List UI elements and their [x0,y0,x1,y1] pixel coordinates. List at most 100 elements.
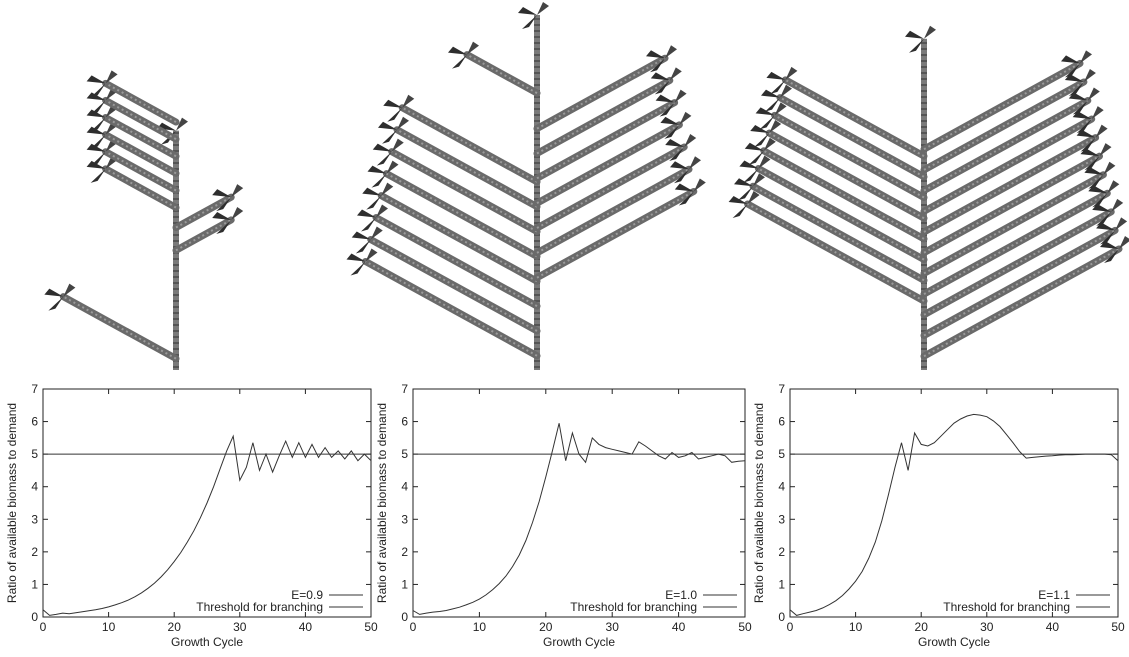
series-line [42,434,372,616]
y-tick-label: 7 [31,382,38,396]
x-axis-label: Growth Cycle [543,635,615,649]
y-tick-label: 1 [778,577,785,591]
x-tick-label: 40 [672,620,686,634]
tree-e11 [728,25,1129,371]
y-tick-label: 7 [778,382,785,396]
x-tick-label: 50 [364,620,378,634]
branch-leaves [665,134,697,162]
tree-branch-texture [923,248,1120,358]
branch-leaves [367,160,399,188]
branch-leaves [448,41,479,69]
y-tick-label: 7 [401,382,408,396]
legend-label: E=1.0 [665,588,697,602]
branch-leaves [739,155,771,183]
tree-branch-texture [536,168,690,254]
x-tick-label: 40 [1046,620,1060,634]
y-tick-label: 2 [778,545,785,559]
tree-branch-texture [536,57,666,130]
tree-branch-texture [105,116,177,158]
y-axis-label: Ratio of available biomass to demand [5,403,19,603]
branch-leaves [346,248,378,276]
x-tick-label: 10 [473,620,487,634]
tree-branch-texture [105,167,177,209]
tree-branch-texture [105,150,177,192]
tree-branch-texture [175,219,232,252]
x-tick-label: 10 [102,620,116,634]
tree-branch-texture [370,238,538,332]
branch-leaves [766,66,798,94]
x-axis-label: Growth Cycle [171,635,243,649]
y-tick-label: 1 [401,577,408,591]
branch-leaves [646,45,677,73]
tree-branch-texture [923,99,1089,192]
y-tick-label: 6 [401,415,408,429]
tree-e09 [44,70,244,370]
tree-branch [765,129,928,222]
tree-branch-texture [757,167,925,261]
y-tick-label: 1 [31,577,38,591]
x-tick-label: 30 [980,620,994,634]
y-tick-label: 6 [31,415,38,429]
tree-branch-texture [396,128,538,208]
y-tick-label: 5 [778,447,785,461]
tree-branch-texture [774,114,925,199]
legend-label: Threshold for branching [943,600,1070,614]
tree-branch [388,148,541,236]
branch-leaves [670,156,701,184]
branch-leaves [86,121,118,149]
tree-branch-texture [747,203,925,302]
plot-frame [412,388,746,618]
legend-label: E=0.9 [291,588,323,602]
tree-branch-texture [536,123,680,205]
tree-branch-texture [923,229,1116,337]
legend-label: Threshold for branching [570,600,697,614]
branch-leaves [378,116,409,144]
tree-branch-texture [923,173,1104,275]
x-axis-label: Growth Cycle [918,635,990,649]
tree-illustrations [44,2,1129,371]
plot-frame [42,388,372,618]
plot-frame [789,388,1119,618]
branch-leaves [44,283,76,311]
tree-branch [920,189,1111,298]
x-tick-label: 20 [915,620,929,634]
tree-branch-texture [401,106,538,183]
x-tick-label: 0 [40,620,47,634]
branch-leaves [728,190,760,218]
tree-branch-texture [923,210,1112,316]
tree-branch [377,192,541,285]
tree-branch-texture [536,101,676,180]
y-tick-label: 0 [401,610,408,624]
y-tick-label: 2 [31,545,38,559]
branch-leaves [655,89,687,117]
tree-branch-texture [105,133,177,175]
tree-stem [921,38,927,371]
legend-label: E=1.1 [1038,588,1070,602]
tree-branch-texture [923,81,1085,171]
tree-branch [59,293,180,363]
tree-branch-texture [779,96,925,178]
branch-leaves [755,102,787,130]
tree-branch [920,59,1084,153]
y-tick-label: 4 [401,480,408,494]
series-line [412,423,746,615]
y-tick-label: 3 [31,512,38,526]
branch-leaves [357,204,388,232]
branch-leaves [1061,50,1092,78]
branch-leaves [750,120,782,148]
tree-branch [533,143,688,232]
tree-branch-texture [784,78,925,157]
y-axis-label: Ratio of available biomass to demand [375,403,389,603]
tree-branch [533,187,698,282]
y-tick-label: 6 [778,415,785,429]
branch-leaves [761,84,792,112]
branch-leaves [383,94,415,122]
y-tick-label: 3 [401,512,408,526]
tree-branch-texture [763,149,925,240]
y-tick-label: 4 [31,480,38,494]
tree-branch-texture [375,216,538,307]
x-tick-label: 0 [787,620,794,634]
tree-branch [920,134,1100,236]
